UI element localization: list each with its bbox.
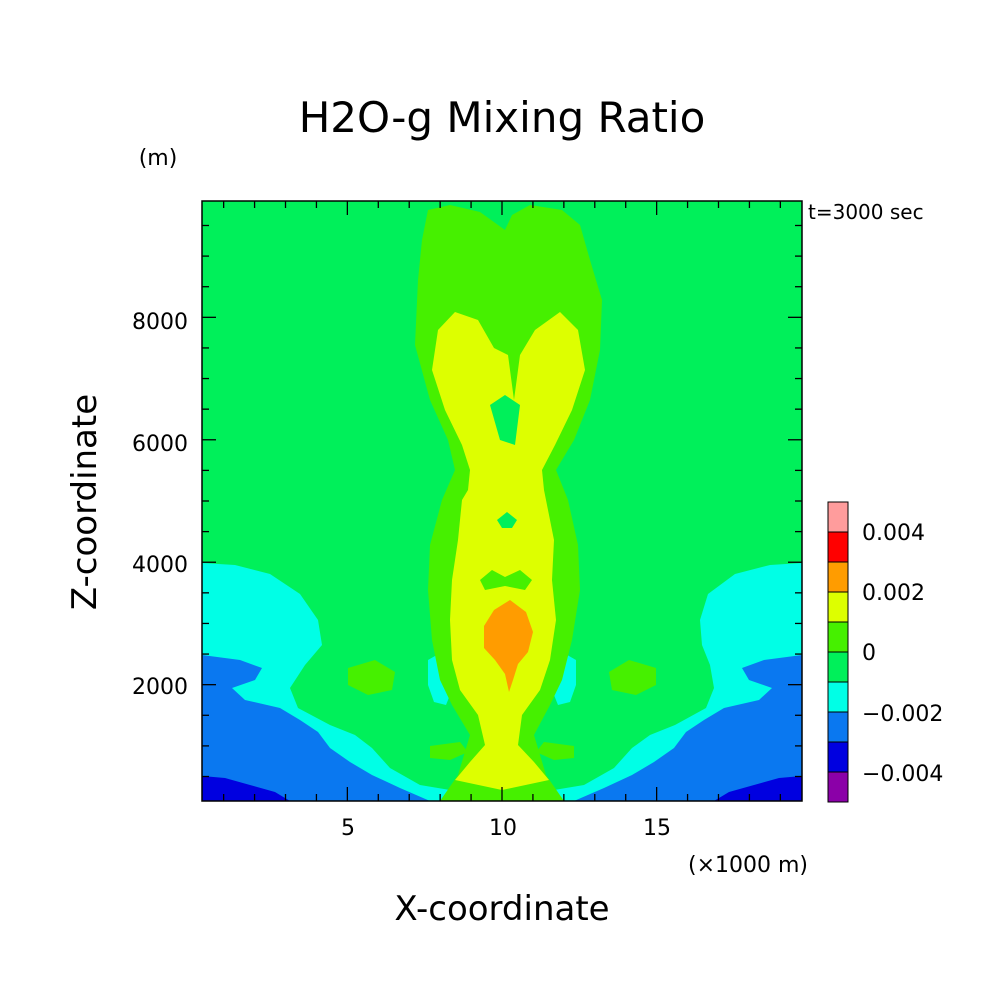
colorbar-swatch	[827, 621, 849, 653]
colorbar-tick-label: 0.004	[862, 521, 925, 546]
contour-left-blue	[202, 655, 430, 801]
colorbar-swatch	[827, 501, 849, 533]
x-tick-label: 10	[489, 816, 517, 841]
contour-patch-lightgreen-2	[609, 660, 656, 695]
colorbar-swatch	[827, 681, 849, 713]
x-axis-label: X-coordinate	[394, 889, 609, 929]
colorbar-swatch	[827, 651, 849, 683]
colorbar-tick-label: 0	[862, 641, 876, 666]
axis-ticks	[202, 201, 802, 801]
contour-patch-lightgreen-1	[348, 660, 395, 695]
time-label: t=3000 sec	[808, 200, 924, 224]
contour-right-blue	[574, 655, 802, 801]
y-tick-label: 2000	[132, 675, 188, 700]
contour-hole-ring	[480, 570, 532, 590]
contour-patch-lightgreen-3	[430, 742, 468, 760]
x-tick-label: 15	[643, 816, 671, 841]
chart-title: H2O-g Mixing Ratio	[299, 93, 706, 142]
contour-core-orange	[484, 600, 533, 692]
y-tick-label: 4000	[132, 553, 188, 578]
contour-hole-upper	[490, 395, 520, 445]
y-tick-label: 6000	[132, 432, 188, 457]
colorbar-swatch	[827, 711, 849, 743]
colorbar-swatch	[827, 771, 849, 803]
colorbar-swatch	[827, 741, 849, 773]
colorbar-tick-label: −0.004	[862, 762, 943, 787]
y-unit-label: (m)	[139, 146, 178, 171]
y-tick-label: 8000	[132, 310, 188, 335]
contour-hole-neck	[497, 512, 517, 528]
x-unit-label: (×1000 m)	[688, 853, 808, 878]
contour-patch-lightgreen-4	[536, 742, 574, 760]
colorbar-tick-label: −0.002	[862, 702, 943, 727]
x-tick-label: 5	[341, 816, 355, 841]
colorbar-swatch	[827, 561, 849, 593]
colorbar-tick-label: 0.002	[862, 581, 925, 606]
colorbar-swatch	[827, 591, 849, 623]
colorbar	[827, 501, 849, 803]
contour-field	[202, 201, 802, 801]
y-axis-label: Z-coordinate	[65, 394, 105, 610]
contour-plume-yellow	[432, 312, 585, 790]
colorbar-swatch	[827, 531, 849, 563]
